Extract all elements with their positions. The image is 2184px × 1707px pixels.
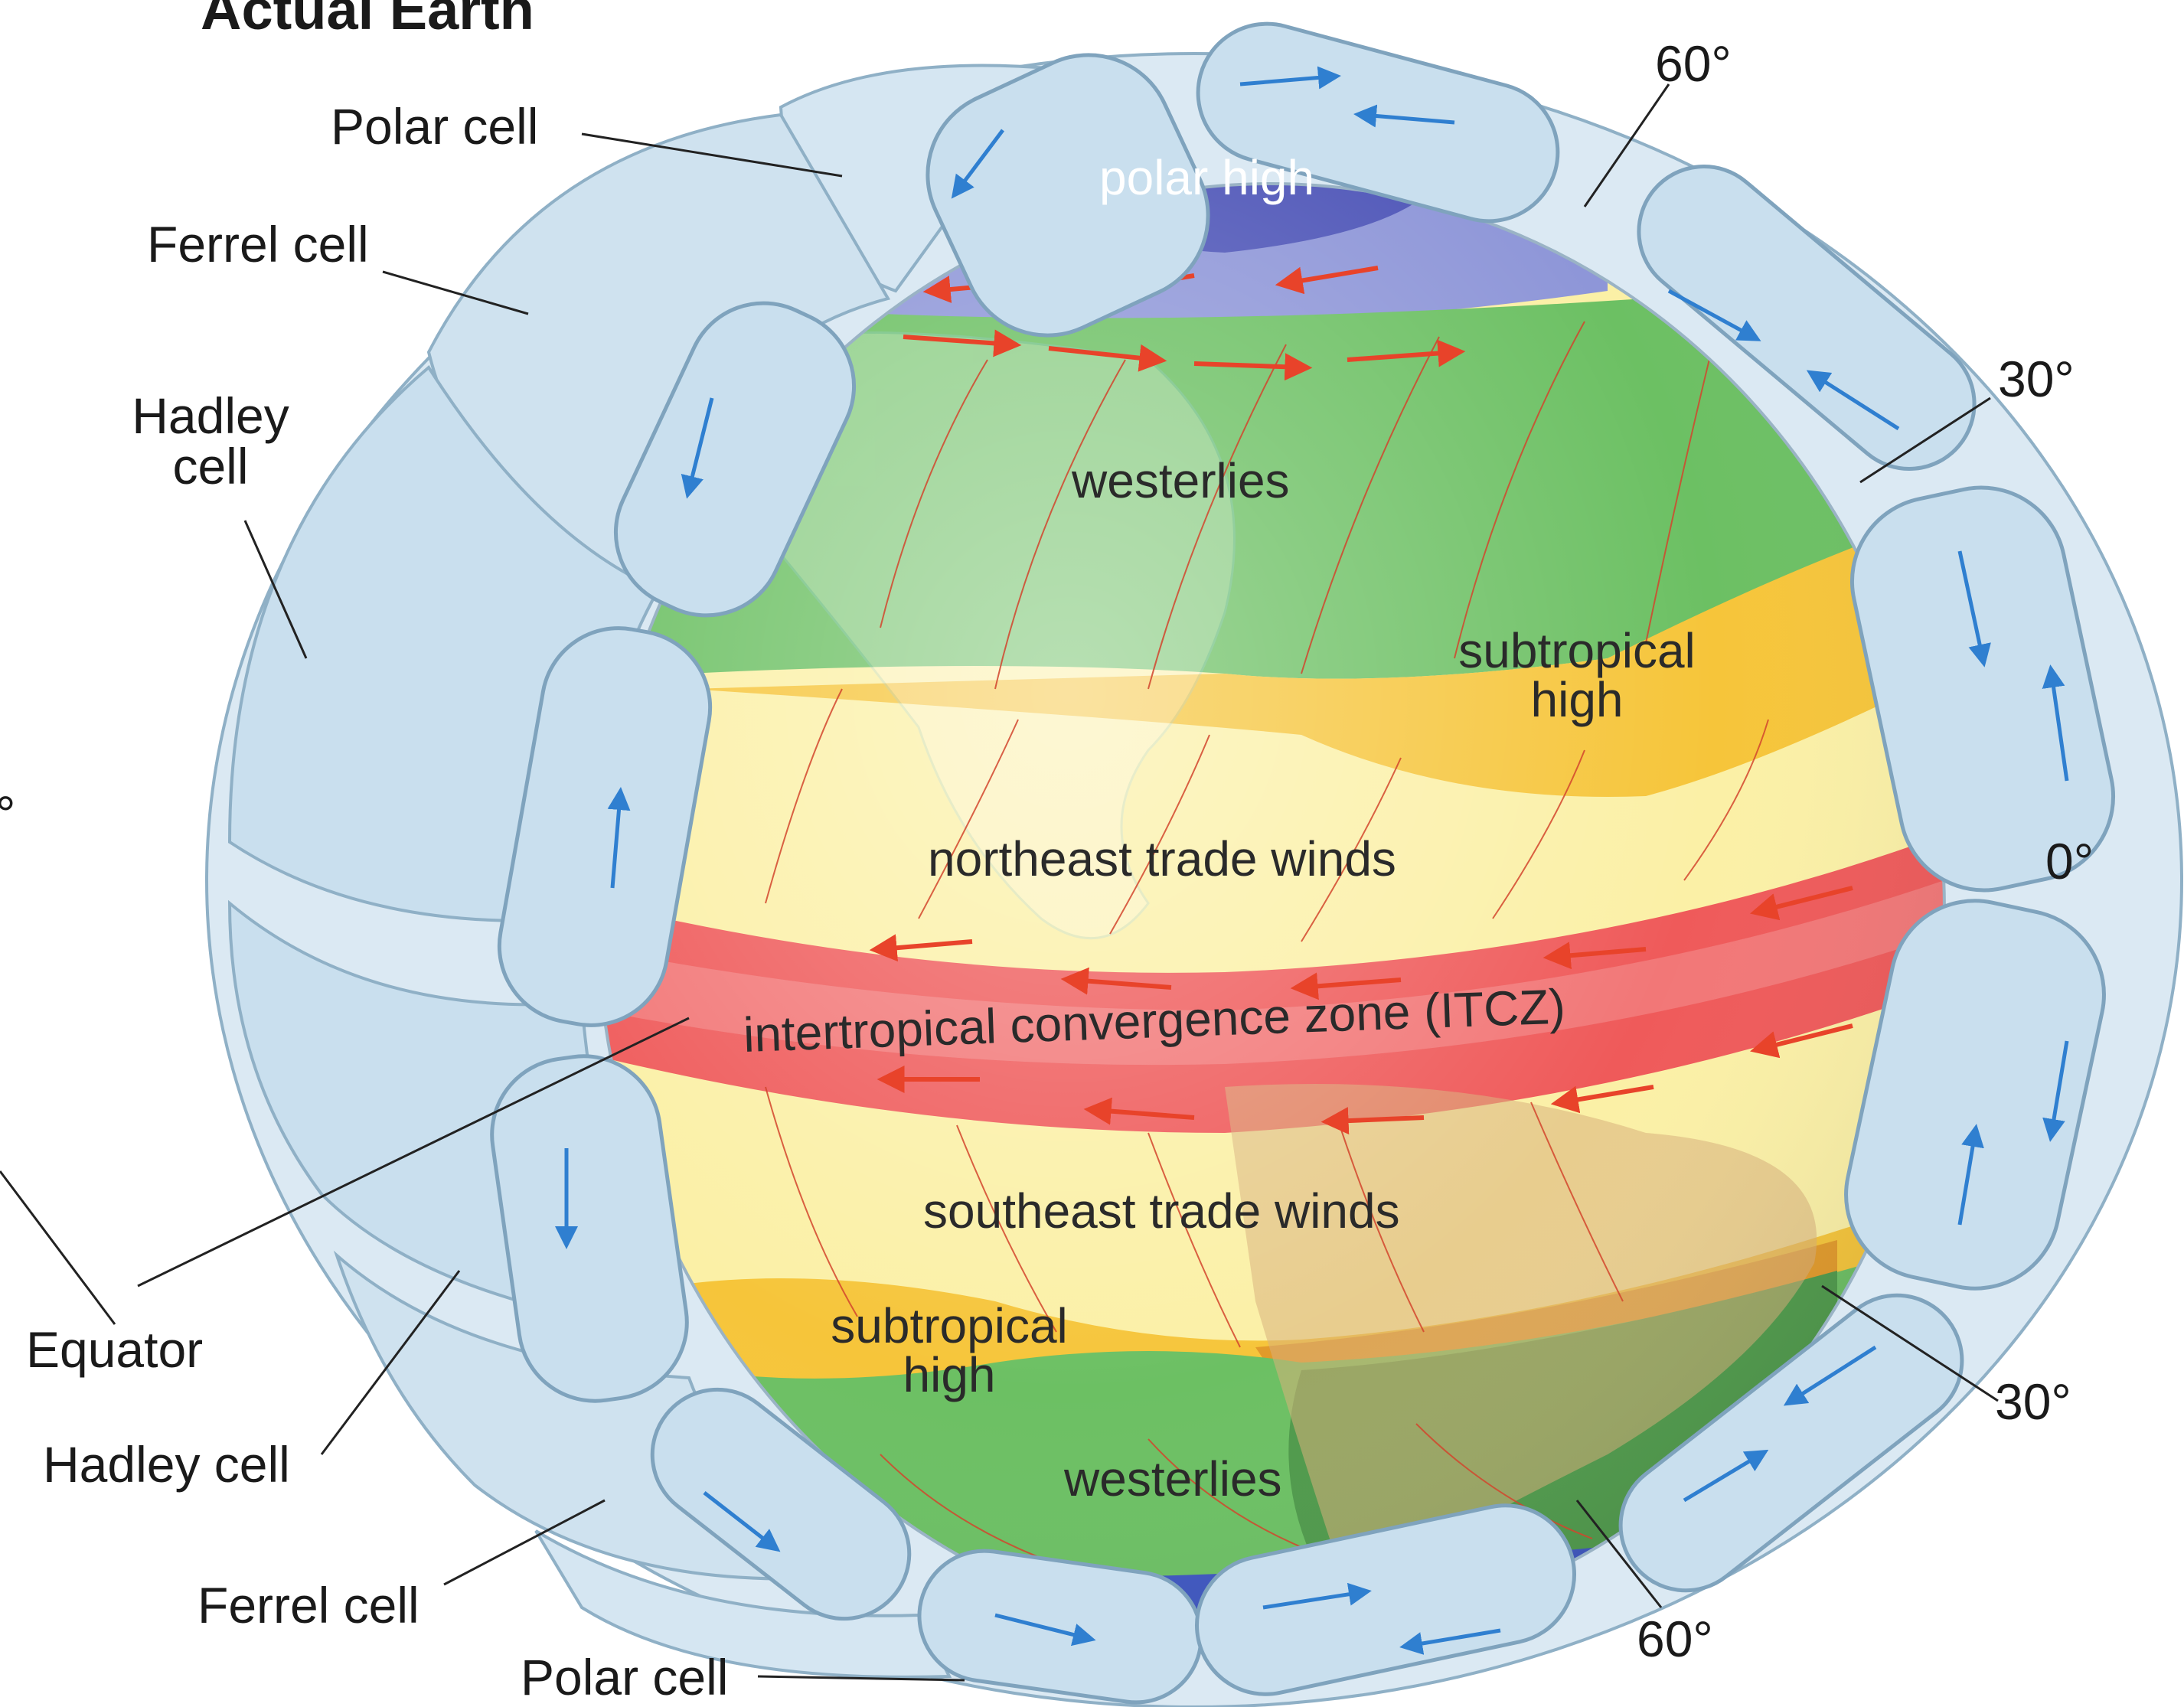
leader-lines: [0, 83, 1999, 1682]
label-polar-high: polar high: [1099, 150, 1315, 205]
cell-s-polar-2: [1194, 1503, 1577, 1696]
cell-north-polar-2: [1196, 21, 1560, 224]
edge-cells: [490, 21, 2116, 1705]
label-hadley-cell-top: Hadley cell: [132, 387, 289, 494]
cell-ne-ferrel: [1637, 165, 1977, 471]
label-polar-cell-bottom: Polar cell: [521, 1649, 729, 1705]
diagram-title: Actual Earth: [201, 0, 534, 41]
globe: [596, 182, 1946, 1640]
label-ne-trades: northeast trade winds: [928, 831, 1396, 886]
label-polar-cell-top: Polar cell: [331, 98, 539, 155]
label-hadley-cell-bottom: Hadley cell: [43, 1436, 290, 1493]
cell-north-polar-1: [926, 53, 1210, 338]
label-subtropical-high-north: subtropical high: [1458, 623, 1696, 727]
label-lat-30-top: 30°: [1998, 351, 2075, 407]
wind-streamlines: [765, 305, 1769, 1570]
cell-e-hadley-s: [1844, 899, 2106, 1291]
label-subtropical-high-south: subtropical high: [831, 1298, 1068, 1402]
label-westerlies-south: westerlies: [1064, 1451, 1282, 1506]
label-lat-30-bottom: 30°: [1995, 1373, 2071, 1430]
cell-w-hadley-n: [497, 626, 713, 1027]
label-se-trades: southeast trade winds: [923, 1183, 1400, 1239]
cell-w-hadley-s: [490, 1054, 689, 1403]
cell-se-ferrel: [1618, 1293, 1964, 1593]
label-lat-60-bottom: 60°: [1637, 1611, 1713, 1667]
label-ferrel-cell-bottom: Ferrel cell: [198, 1577, 419, 1634]
cell-sw-ferrel: [650, 1387, 912, 1621]
left-polar-cell-bottom: [534, 1529, 952, 1679]
cell-nw-ferrel: [613, 301, 857, 618]
label-westerlies-north: westerlies: [1072, 453, 1290, 508]
label-lat-0: 0°: [2045, 833, 2094, 889]
label-lat-60-top: 60°: [1655, 35, 1732, 92]
label-partial-degree: °: [0, 785, 16, 842]
cell-circulation-arrows: [555, 66, 2069, 1655]
label-ferrel-cell-top: Ferrel cell: [147, 216, 369, 273]
label-equator: Equator: [26, 1321, 204, 1378]
cell-e-hadley-n: [1849, 485, 2116, 893]
